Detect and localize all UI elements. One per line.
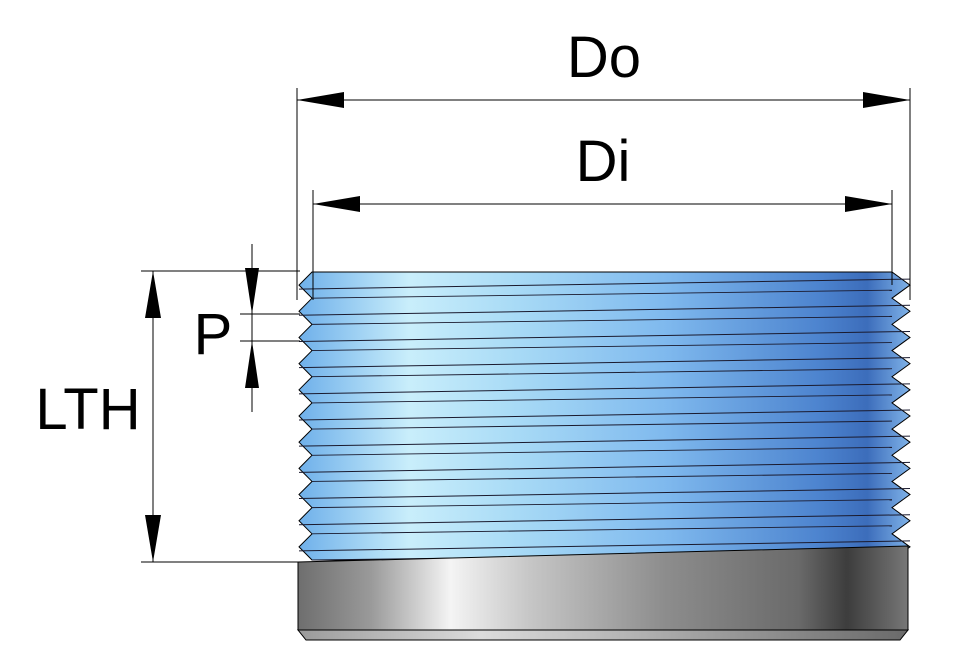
inner-diameter-label: Di: [576, 129, 631, 194]
inner-diameter-dimension: Di: [312, 129, 893, 300]
thread-length-dimension: LTH: [35, 270, 300, 563]
outer-diameter-label: Do: [567, 25, 641, 90]
pitch-label: P: [194, 302, 233, 367]
body-section: [296, 545, 910, 641]
thread-length-label: LTH: [35, 377, 140, 442]
thread-cylinder: [298, 271, 911, 561]
pitch-dimension: P: [194, 244, 300, 412]
outer-diameter-dimension: Do: [296, 25, 911, 300]
threaded-section: [298, 271, 911, 561]
